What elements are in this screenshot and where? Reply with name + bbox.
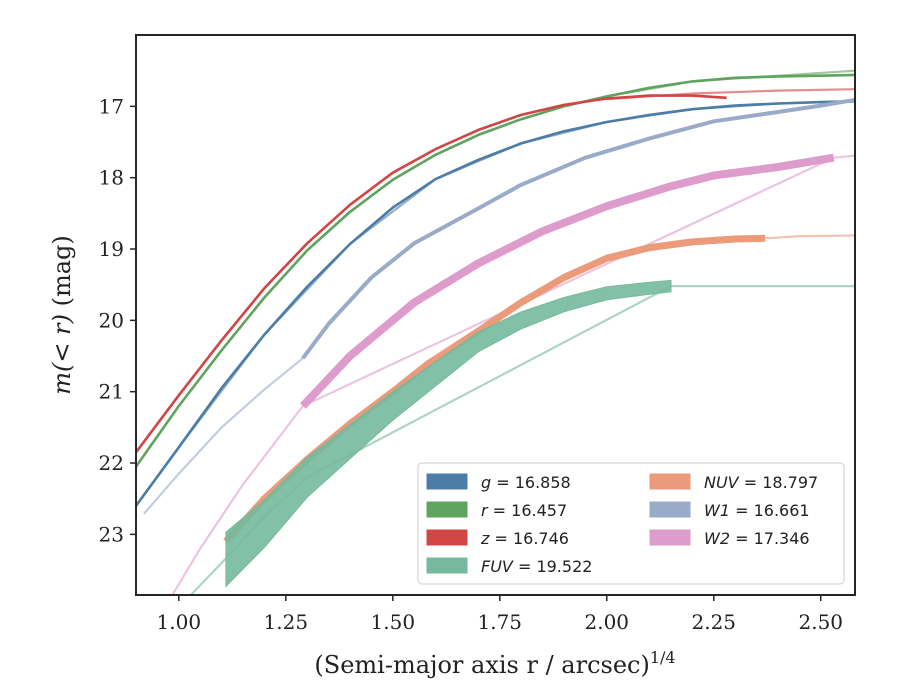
profile-band-fuv (225, 279, 672, 588)
legend-entry-fuv: FUV = 19.522 (426, 557, 592, 576)
legend-label-nuv: NUV = 18.797 (704, 473, 818, 492)
y-axis-label-quantity: m(< r) (48, 314, 76, 395)
legend-box (417, 462, 845, 585)
y-tick-label: 18 (99, 166, 124, 190)
legend-swatch-g (426, 473, 468, 490)
profile-line-w1 (301, 97, 855, 360)
legend-entry-z: z = 16.746 (426, 529, 569, 548)
profile-curves (136, 73, 855, 588)
model-line-nuv (764, 234, 855, 240)
y-axis-ticks: 17 18 19 20 21 22 23 (99, 94, 136, 546)
legend-entry-w1: W1 = 16.661 (649, 501, 810, 520)
legend-swatch-fuv (426, 557, 468, 574)
x-axis-label-exponent: 1/4 (650, 648, 676, 667)
y-tick-label: 22 (99, 451, 124, 475)
y-tick-label: 17 (99, 94, 124, 118)
legend-swatch-nuv (649, 473, 691, 490)
x-tick-label: 2.25 (692, 610, 737, 634)
legend-entry-r: r = 16.457 (426, 501, 567, 520)
x-tick-label: 1.75 (478, 610, 523, 634)
legend-label-r: r = 16.457 (481, 501, 567, 520)
legend-label-g: g = 16.858 (481, 473, 571, 492)
y-tick-label: 20 (99, 308, 124, 332)
legend-swatch-z (426, 529, 468, 546)
plot-frame (135, 34, 856, 596)
legend-entry-w2: W2 = 17.346 (649, 529, 810, 548)
legend-swatch-r (426, 501, 468, 518)
legend-swatch-w2 (649, 529, 691, 546)
x-tick-label: 1.25 (264, 610, 309, 634)
x-tick-label: 1.00 (157, 610, 202, 634)
y-tick-label: 21 (99, 380, 124, 404)
y-tick-label: 19 (99, 237, 124, 261)
x-tick-label: 1.50 (371, 610, 416, 634)
profile-line-z (136, 94, 727, 454)
legend-entry-nuv: NUV = 18.797 (649, 473, 818, 492)
legend-entry-g: g = 16.858 (426, 473, 571, 492)
legend-label-w1: W1 = 16.661 (704, 501, 810, 520)
model-line-w1 (143, 357, 304, 515)
y-axis-label: m(< r) (mag) (48, 235, 76, 395)
x-tick-label: 2.00 (585, 610, 630, 634)
legend-swatch-w1 (649, 501, 691, 518)
x-axis-ticks: 1.00 1.25 1.50 1.75 2.00 2.25 2.50 (157, 595, 843, 634)
legend-label-fuv: FUV = 19.522 (481, 557, 592, 576)
profile-line-w2 (299, 153, 835, 409)
x-axis-label-text: (Semi-major axis r / arcsec) (314, 651, 649, 679)
profile-line-r (136, 73, 855, 468)
legend-label-z: z = 16.746 (480, 529, 569, 548)
x-tick-label: 2.50 (798, 610, 843, 634)
legend-label-w2: W2 = 17.346 (704, 529, 810, 548)
y-axis-label-unit: (mag) (48, 235, 76, 314)
legend: g = 16.858 r = 16.457 z = 16.746 FUV = 19.5… (417, 462, 845, 585)
x-axis-label: (Semi-major axis r / arcsec)1/4 (314, 648, 675, 679)
y-tick-label: 23 (99, 522, 124, 546)
profile-line-g (136, 100, 855, 507)
